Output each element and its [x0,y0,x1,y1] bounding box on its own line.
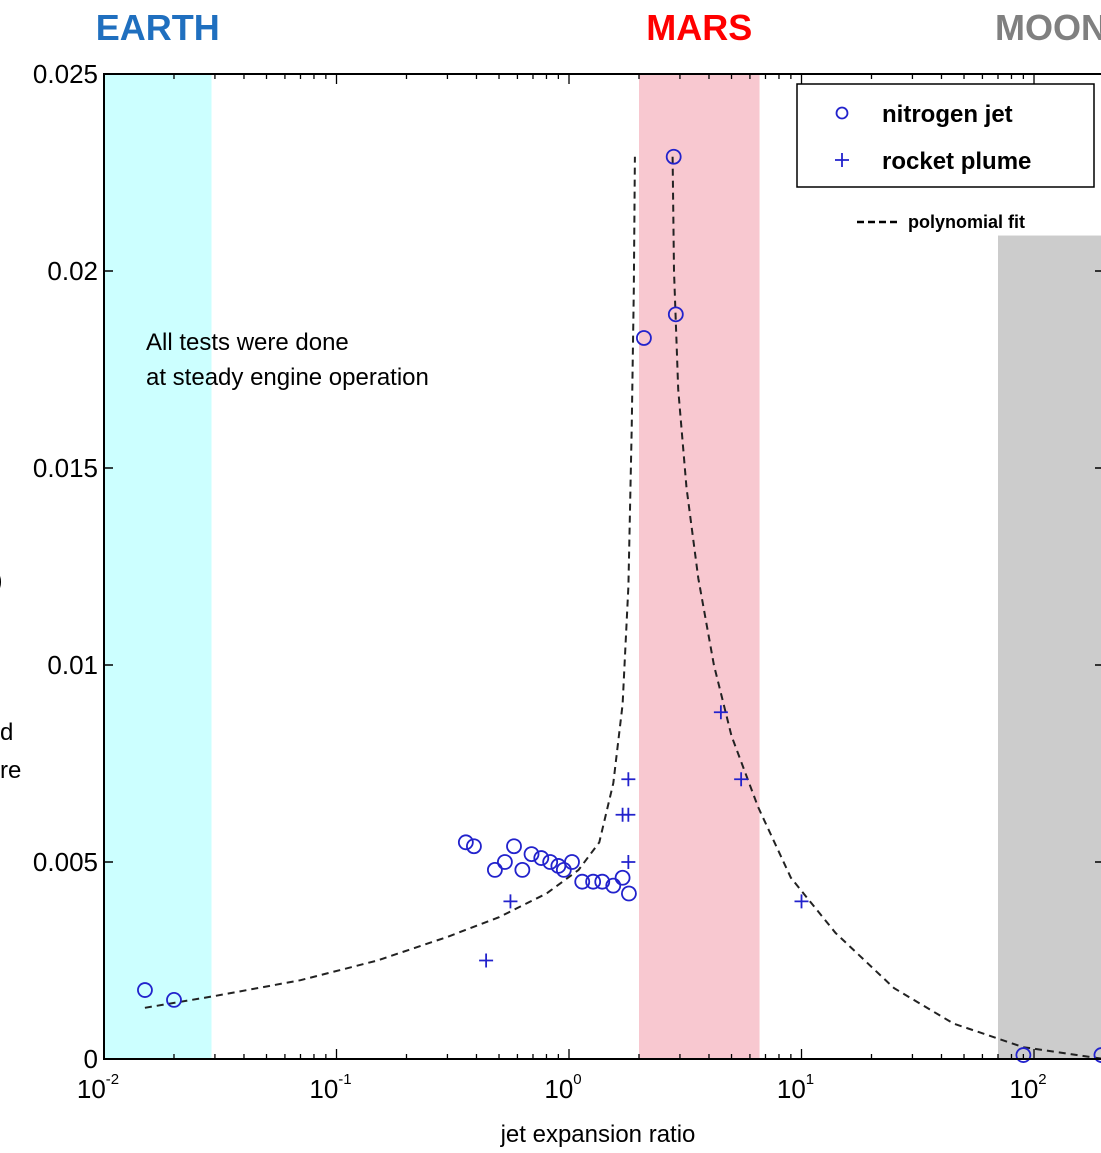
y-tick-label: 0 [84,1044,98,1074]
legend-label-nitrogen-jet: nitrogen jet [882,101,1013,128]
point-rocket-plume [621,772,636,787]
region-title-earth: EARTH [96,7,220,48]
annotation-line-1: All tests were done [146,329,349,356]
y-tick-label: 0.02 [47,256,98,286]
point-nitrogen-jet [665,148,682,165]
region-title-mars: MARS [646,7,752,48]
point-rocket-plume [479,953,494,968]
x-tick-label: 100 [544,1071,581,1104]
x-tick-labels: 10-2 10-1 100 101 102 [77,1071,1047,1104]
region-title-moon: MOON [995,7,1101,48]
x-axis-label: jet expansion ratio [500,1121,696,1148]
legend: nitrogen jet rocket plume polynomial fit [796,83,1095,232]
point-nitrogen-jet [533,850,550,866]
point-nitrogen-jet [514,861,531,878]
point-nitrogen-jet [621,885,637,902]
region-moon [997,235,1101,1060]
region-earth [104,74,212,1059]
axis-ticks [103,73,1101,1060]
point-nitrogen-jet [1015,1047,1032,1063]
point-rocket-plume [794,894,809,909]
point-nitrogen-jet [585,873,602,890]
shaded-regions [104,74,1101,1060]
point-nitrogen-jet [594,873,611,890]
point-nitrogen-jet [466,838,482,855]
x-tick-label: 10-2 [77,1071,119,1104]
legend-marker-circle [835,106,849,120]
point-nitrogen-jet [506,838,522,855]
legend-label-polynomial-fit: polynomial fit [908,212,1025,232]
point-rocket-plume [734,772,749,787]
point-nitrogen-jet [137,982,153,998]
fit-curve-left [144,156,636,1009]
y-tick-label: 0.015 [33,453,98,483]
y-tick-label: 0.025 [33,59,98,89]
point-nitrogen-jet [614,869,631,886]
legend-marker-plus [835,153,849,167]
point-nitrogen-jet [605,877,622,894]
plot-frame [103,73,1101,1060]
legend-box [796,83,1095,188]
y-tick-label: 0.01 [47,650,98,680]
region-mars [638,74,760,1059]
annotation-line-2: at steady engine operation [146,364,429,391]
point-nitrogen-jet [457,834,474,851]
cropped-left-text-2: re [0,757,21,784]
polynomial-fit-curves [144,156,1101,1060]
data-points [137,148,1101,1063]
point-rocket-plume [713,705,728,720]
point-nitrogen-jet [496,854,513,870]
point-rocket-plume [621,807,636,822]
point-nitrogen-jet [542,854,559,870]
x-tick-label: 101 [777,1071,814,1104]
point-rocket-plume [503,894,518,909]
point-nitrogen-jet [166,992,182,1008]
x-tick-label: 102 [1009,1071,1046,1104]
legend-label-rocket-plume: rocket plume [882,148,1031,175]
y-tick-labels: 0 0.005 0.01 0.015 0.02 0.025 [33,59,98,1074]
point-nitrogen-jet [523,846,540,863]
region-titles: EARTH MARS MOON [96,7,1101,48]
point-nitrogen-jet [555,861,572,878]
y-tick-label: 0.005 [33,847,98,877]
point-nitrogen-jet [486,861,503,878]
point-nitrogen-jet [667,306,684,323]
cropped-left-text-1: d [0,719,13,746]
point-nitrogen-jet [1093,1047,1101,1063]
point-rocket-plume [621,855,636,869]
point-nitrogen-jet [574,873,591,890]
point-nitrogen-jet [636,330,652,346]
x-tick-label: 10-1 [309,1071,351,1104]
point-nitrogen-jet [564,854,580,870]
